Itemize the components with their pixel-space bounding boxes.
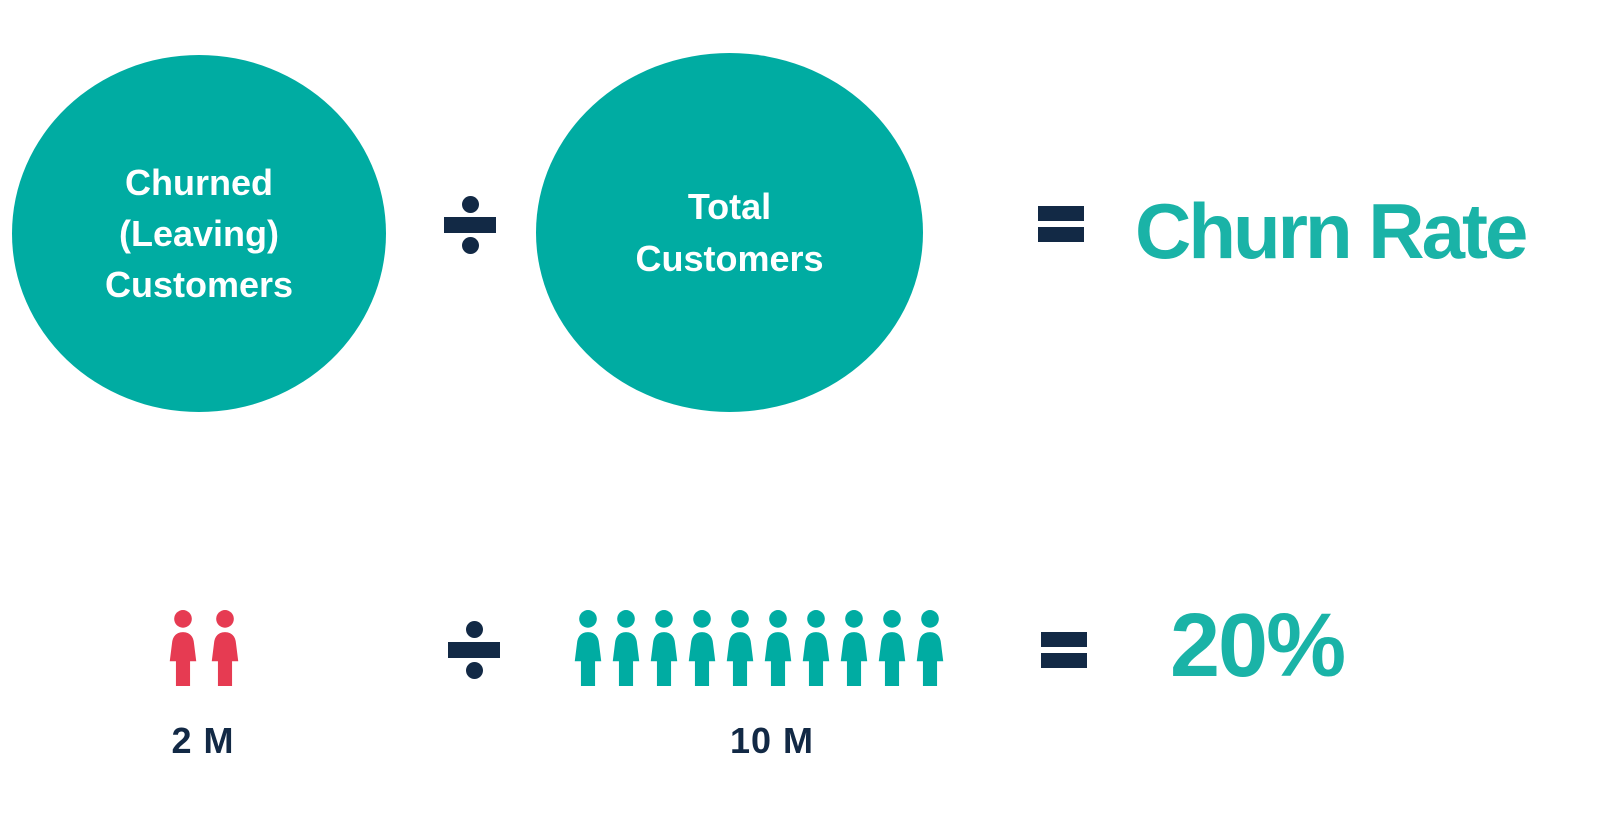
person-icon	[726, 610, 754, 686]
churned-customers-label: Churned (Leaving) Customers	[104, 161, 294, 306]
person-icon	[840, 610, 868, 686]
equals-icon	[1038, 206, 1084, 242]
person-icon	[688, 610, 716, 686]
divide-icon	[448, 621, 500, 679]
churn-rate-value: 20%	[1170, 596, 1346, 696]
divide-dot	[461, 237, 479, 254]
total-customers-circle: Total Customers	[536, 53, 923, 412]
equals-bar	[1041, 653, 1087, 668]
person-icon	[878, 610, 906, 686]
equals-bar	[1041, 632, 1087, 647]
person-icon	[916, 610, 944, 686]
person-icon	[764, 610, 792, 686]
divide-dot	[461, 196, 479, 213]
equals-bar	[1038, 227, 1084, 242]
person-icon	[612, 610, 640, 686]
person-icon	[169, 610, 197, 686]
total-people-group	[573, 606, 945, 690]
divide-dot	[465, 662, 483, 679]
person-icon	[211, 610, 239, 686]
churn-rate-label: Churn Rate	[1135, 187, 1528, 275]
churned-customers-circle: Churned (Leaving) Customers	[12, 55, 386, 412]
equals-icon	[1041, 632, 1087, 668]
divide-dot	[465, 621, 483, 638]
divide-icon	[444, 196, 496, 254]
person-icon	[574, 610, 602, 686]
churned-count-label: 2 M	[171, 720, 235, 761]
churned-people-group	[168, 606, 240, 690]
person-icon	[650, 610, 678, 686]
divide-bar	[448, 642, 500, 658]
total-customers-label: Total Customers	[635, 186, 824, 279]
person-icon	[802, 610, 830, 686]
equals-bar	[1038, 206, 1084, 221]
divide-bar	[444, 217, 496, 233]
total-count-label: 10 M	[729, 720, 815, 761]
